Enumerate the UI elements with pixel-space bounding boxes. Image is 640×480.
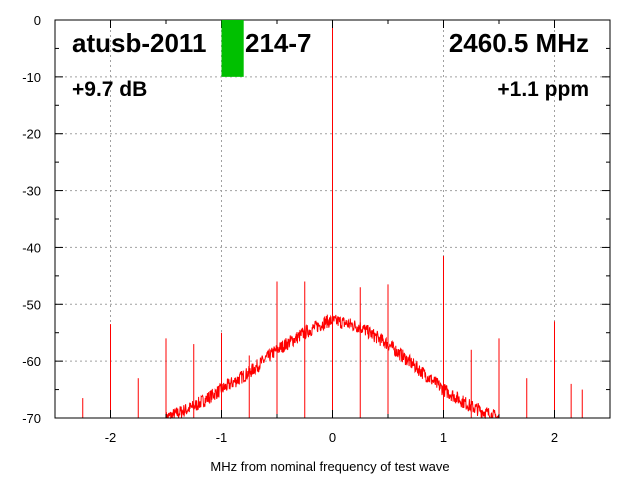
x-axis-label: MHz from nominal frequency of test wave <box>210 459 449 474</box>
device-label: atusb-2011 <box>72 28 206 58</box>
y-tick-label: -20 <box>22 127 41 142</box>
y-tick-label: -40 <box>22 240 41 255</box>
y-tick-label: -30 <box>22 184 41 199</box>
y-tick-label: -10 <box>22 70 41 85</box>
x-tick-label: -1 <box>216 430 228 445</box>
x-tick-label: 0 <box>329 430 336 445</box>
ppm-offset-label: +1.1 ppm <box>497 78 589 101</box>
spectrum-series <box>82 20 583 420</box>
x-tick-label: 2 <box>551 430 558 445</box>
y-tick-label: -50 <box>22 297 41 312</box>
x-tick-label: 1 <box>440 430 447 445</box>
gain-label: +9.7 dB <box>72 78 147 101</box>
frequency-label: 2460.5 MHz <box>449 28 589 58</box>
device-suffix-label: 214-7 <box>245 28 312 58</box>
x-tick-label: -2 <box>105 430 117 445</box>
y-tick-label: 0 <box>34 13 41 28</box>
y-tick-label: -60 <box>22 354 41 369</box>
y-tick-label: -70 <box>22 411 41 426</box>
channel-marker <box>221 20 244 77</box>
axis-ticks: 0-10-20-30-40-50-60-70-2 -1 0 1 2 <box>22 13 611 445</box>
